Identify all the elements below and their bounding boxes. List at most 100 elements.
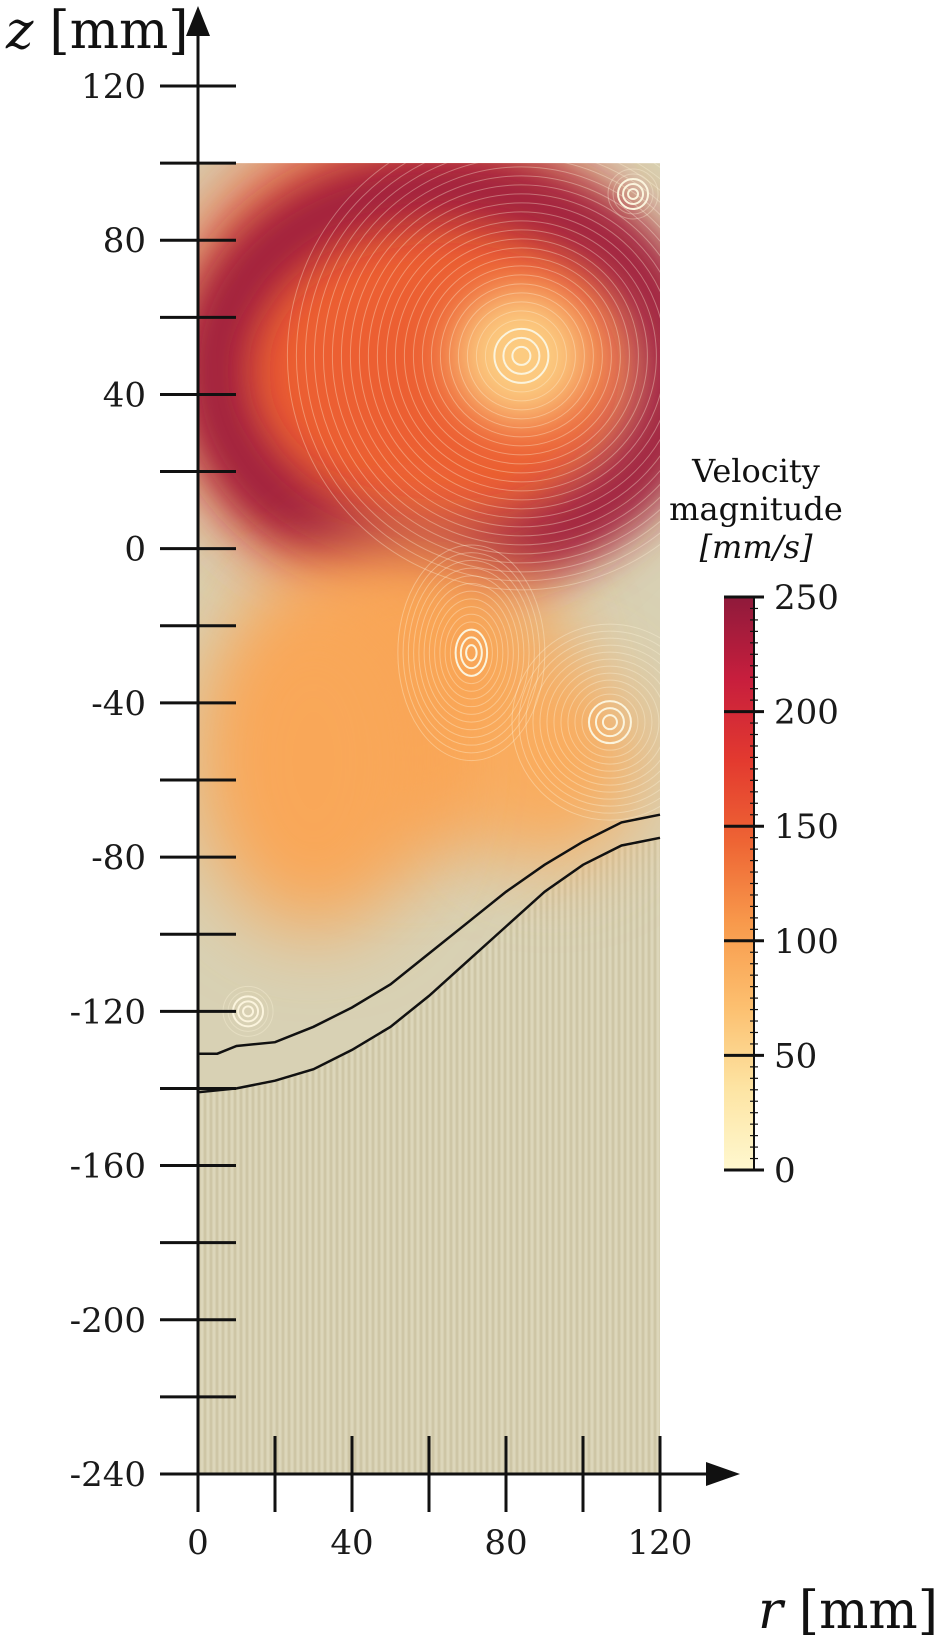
y-tick-label: -80	[91, 838, 146, 878]
y-tick-label: -200	[70, 1301, 146, 1341]
streamline	[594, 707, 625, 738]
colorbar-gradient	[724, 597, 754, 1170]
streamline	[237, 1000, 260, 1023]
vortex-streamlines	[397, 544, 546, 762]
streamline	[313, 163, 660, 564]
streamline	[434, 598, 509, 708]
streamline	[459, 636, 483, 670]
streamline	[439, 274, 603, 438]
x-tick-label: 0	[187, 1523, 209, 1563]
streamline	[466, 301, 576, 411]
streamline	[331, 166, 660, 546]
colorbar-tick-label: 100	[774, 922, 839, 962]
streamline	[525, 637, 660, 807]
streamline	[449, 621, 493, 685]
y-tick-label: -40	[91, 684, 146, 724]
colorbar-tick-label: 50	[774, 1036, 817, 1076]
streamline	[560, 672, 660, 772]
streamline	[511, 623, 660, 821]
interface-line	[197, 836, 661, 1094]
colorbar-title-line: magnitude	[669, 490, 843, 528]
colorbar-tick-label: 200	[774, 693, 839, 733]
z-axis-var: z	[5, 1, 34, 61]
streamline	[412, 247, 630, 465]
streamline	[439, 606, 504, 700]
stagnant-region	[198, 837, 660, 1474]
colorbar-title-line: [mm/s]	[700, 528, 813, 566]
z-axis-arrow	[186, 6, 210, 36]
streamline	[574, 686, 646, 758]
streamline	[322, 163, 660, 555]
streamline	[430, 265, 612, 447]
y-tick-label: 80	[103, 221, 146, 261]
streamline	[444, 613, 499, 692]
streamline	[340, 175, 660, 537]
streamline	[493, 327, 550, 384]
streamline	[546, 658, 660, 786]
streamline	[553, 665, 660, 779]
streamline	[612, 173, 654, 215]
vortex-streamlines	[511, 623, 660, 821]
streamline	[457, 292, 585, 420]
colorbar-tick-label: 250	[774, 578, 839, 618]
vortex-core	[451, 285, 592, 426]
streamline	[402, 552, 541, 754]
y-tick-label: -160	[70, 1147, 146, 1187]
interface-lines	[197, 813, 661, 1094]
streamline	[421, 256, 621, 456]
streamline	[295, 163, 660, 582]
vortex-streamlines	[607, 168, 659, 220]
r-axis-unit: [mm]	[799, 1581, 938, 1639]
vortex-streamlines	[286, 163, 660, 591]
y-tick-label: -240	[70, 1455, 146, 1495]
streamline	[539, 651, 660, 793]
velocity-field	[198, 163, 660, 1475]
streamline	[532, 644, 660, 800]
z-axis-unit: [mm]	[49, 1, 188, 61]
r-axis-title: r [mm]	[758, 1581, 938, 1639]
streamline	[601, 714, 618, 731]
streamline	[394, 229, 648, 483]
streamline	[484, 319, 558, 393]
y-tick-label: -120	[70, 992, 146, 1032]
streamline	[587, 700, 632, 745]
streamline	[581, 693, 639, 751]
y-tick-label: 40	[103, 375, 146, 415]
streamline	[304, 163, 660, 573]
streamline	[622, 182, 645, 205]
r-axis-var: r	[758, 1581, 786, 1639]
streamline	[465, 644, 478, 662]
streamline	[475, 310, 567, 402]
x-tick-label: 80	[484, 1523, 527, 1563]
streamline	[607, 168, 659, 220]
streamline	[367, 202, 660, 510]
y-tick-label: 120	[81, 67, 146, 107]
r-axis-arrow	[706, 1462, 740, 1486]
streamline	[397, 544, 546, 762]
colorbar-tick-label: 150	[774, 807, 839, 847]
streamline	[358, 193, 660, 519]
x-tick-label: 40	[330, 1523, 373, 1563]
streamline	[403, 238, 639, 474]
streamline	[518, 630, 660, 814]
streamline	[428, 590, 514, 715]
streamline	[418, 575, 525, 731]
streamline	[423, 582, 520, 723]
streamline	[413, 567, 530, 738]
y-tick-label: 0	[124, 530, 146, 570]
speed-blobs	[198, 163, 660, 931]
streamline	[567, 679, 653, 765]
streamlines	[222, 163, 660, 1037]
x-tick-label: 120	[628, 1523, 693, 1563]
streamline	[286, 163, 660, 591]
interface-line	[198, 813, 661, 1055]
streamline	[627, 187, 640, 200]
streamline	[448, 283, 594, 429]
speed-blob-lower	[459, 662, 640, 863]
streamline	[385, 220, 657, 492]
streamline	[617, 177, 650, 210]
speed-blob-lower	[198, 590, 434, 931]
